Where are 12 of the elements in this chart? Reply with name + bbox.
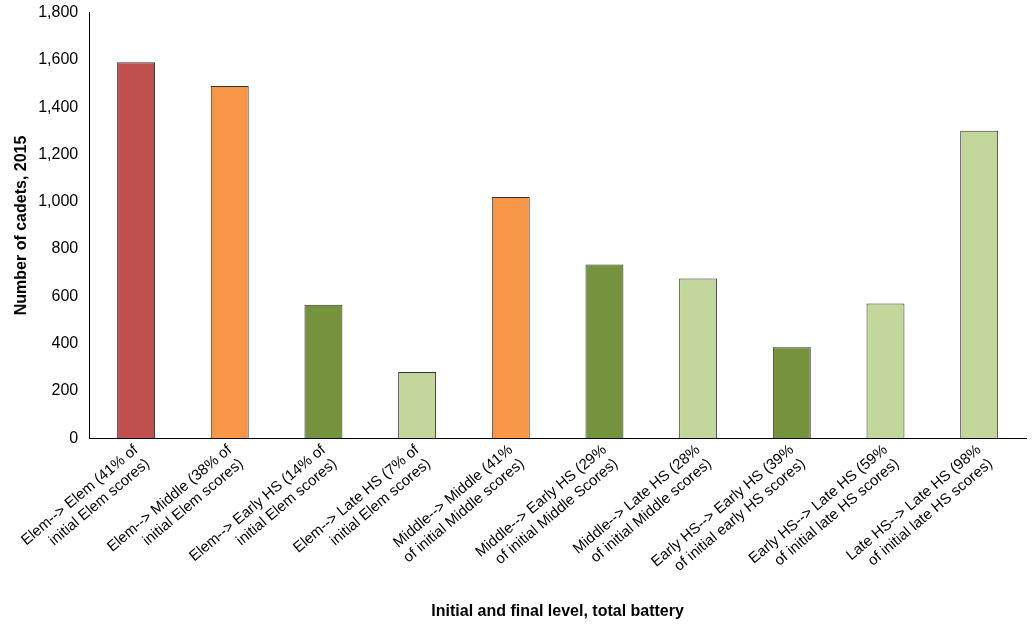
y-tick-label: 400 — [51, 334, 79, 352]
y-tick-label: 1,600 — [38, 50, 79, 68]
y-tick-label: 800 — [51, 239, 79, 257]
y-tick-label: 600 — [51, 286, 79, 304]
y-axis-title: Number of cadets, 2015 — [12, 135, 30, 316]
x-axis-title: Initial and final level, total battery — [431, 601, 684, 619]
y-tick-label: 1,000 — [38, 192, 79, 210]
y-tick-label: 200 — [51, 381, 79, 399]
y-tick-label: 1,400 — [38, 97, 79, 115]
y-tick-label: 1,200 — [38, 144, 79, 162]
y-tick-label: 0 — [69, 428, 79, 446]
y-tick-label: 1,800 — [38, 3, 79, 21]
